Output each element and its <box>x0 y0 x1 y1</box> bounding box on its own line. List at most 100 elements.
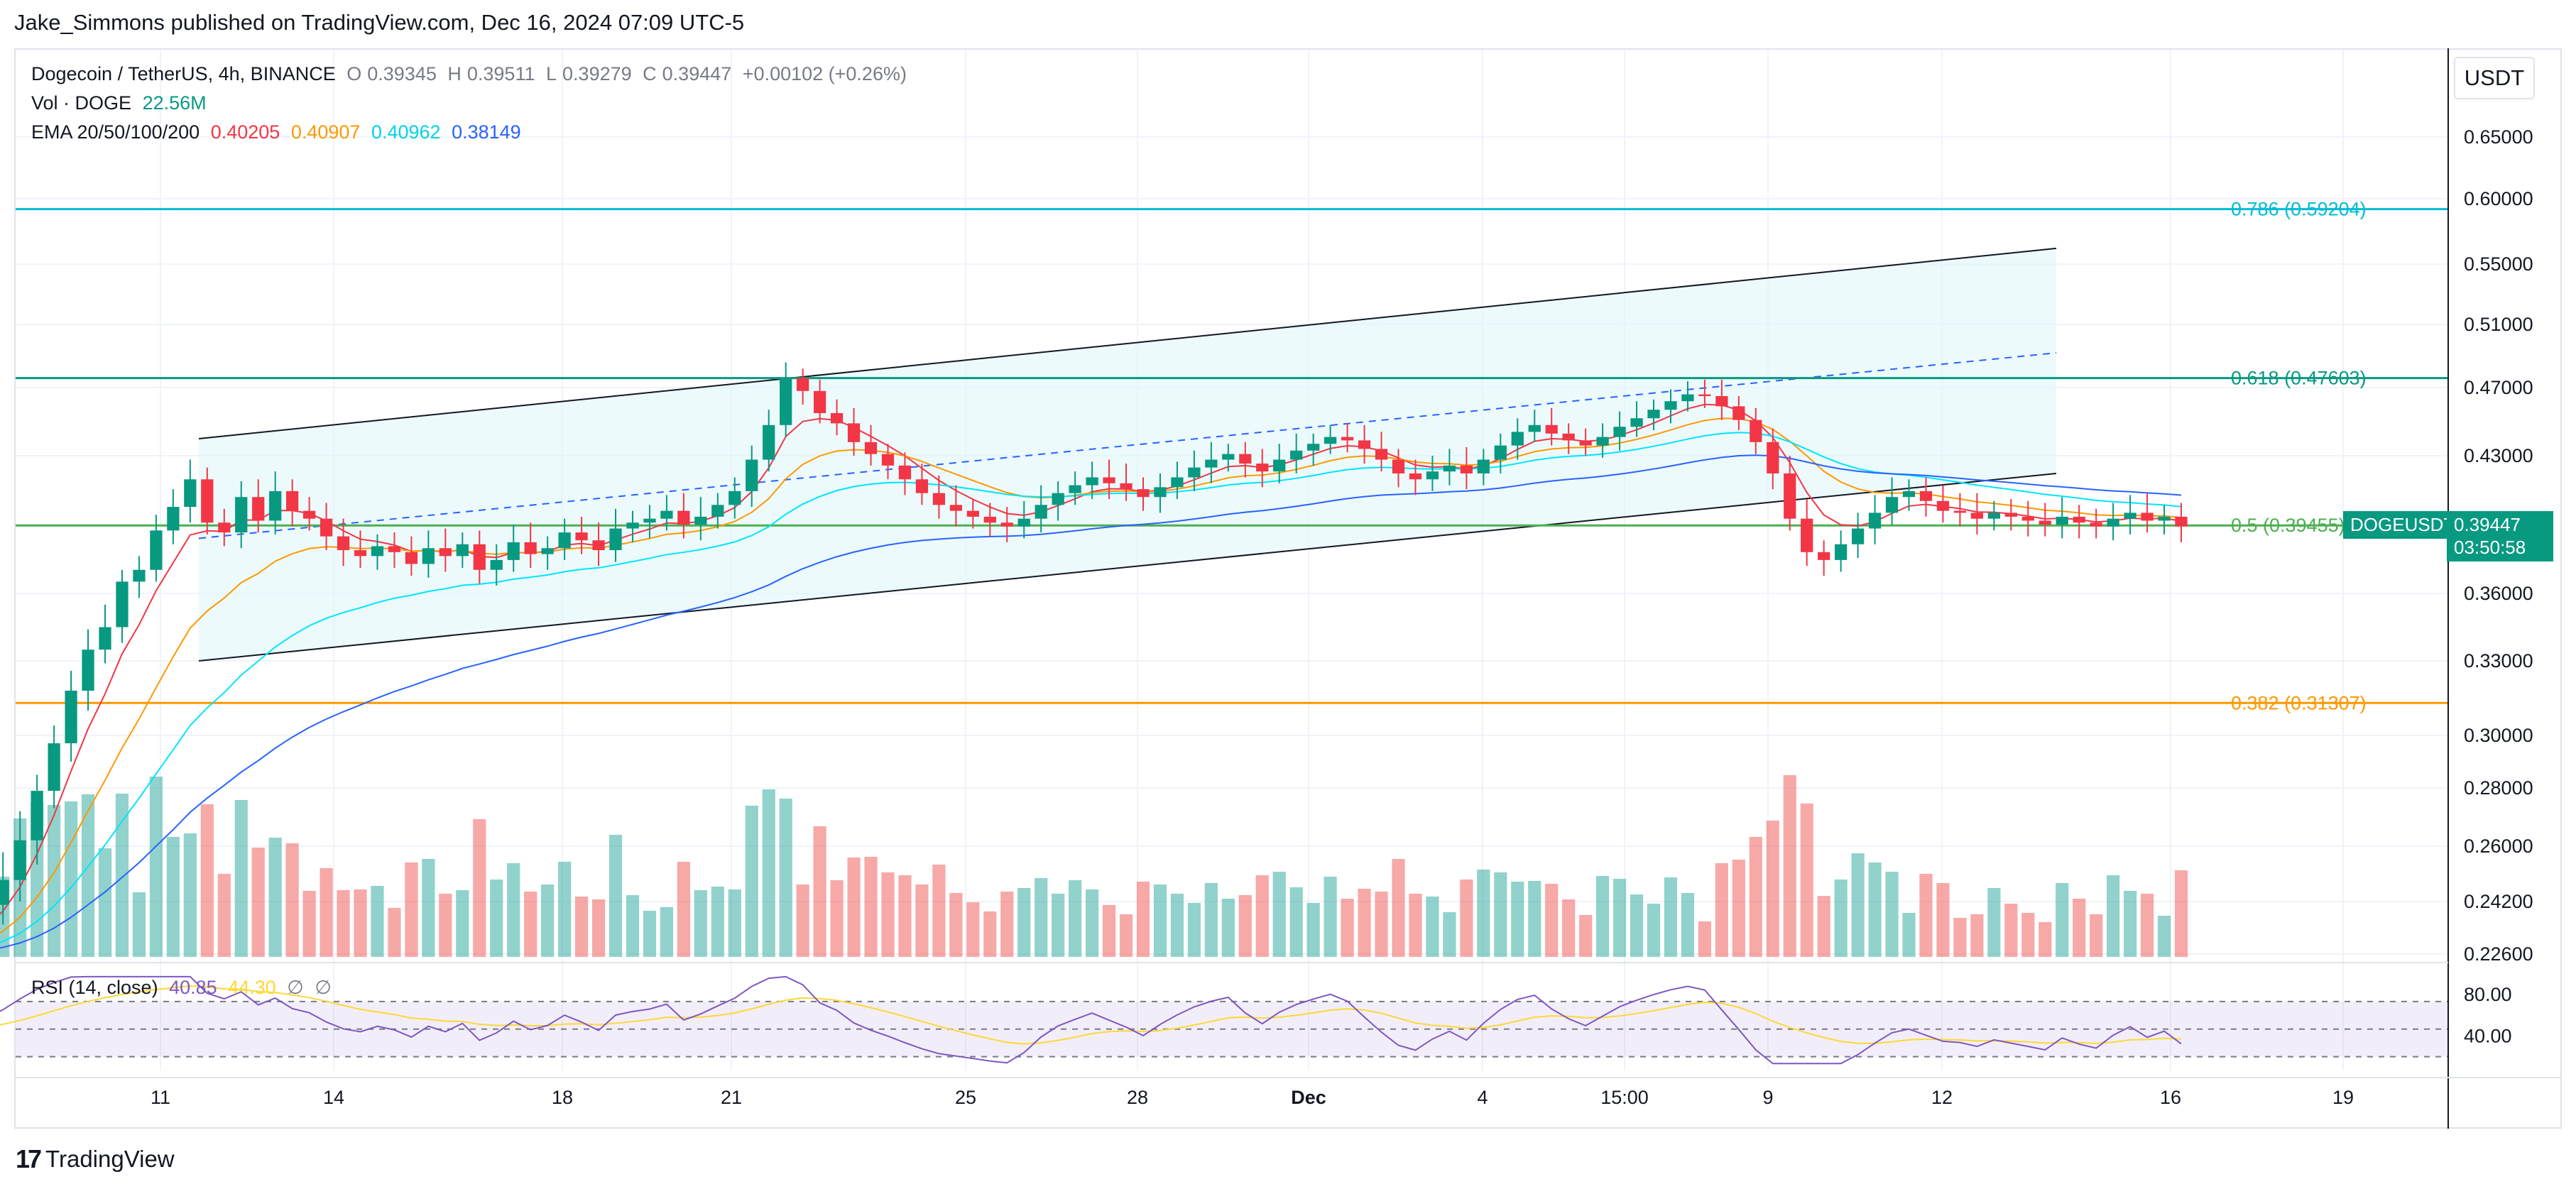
currency-button[interactable]: USDT <box>2454 57 2535 99</box>
price-tick-label: 0.51000 <box>2464 314 2533 335</box>
chart-frame <box>14 48 2562 1129</box>
rsi-tick-label: 40.00 <box>2464 1025 2512 1046</box>
volume-bar <box>2090 914 2103 957</box>
volume-bar <box>745 806 758 957</box>
symbol-price-tag: DOGEUSDT <box>2343 511 2462 539</box>
candle-body <box>1035 505 1047 519</box>
volume-bar <box>1494 872 1507 957</box>
candle-body <box>1358 440 1371 449</box>
ema-50-value: 0.40907 <box>290 121 361 143</box>
rsi-value: 40.85 <box>169 977 217 998</box>
candle-body <box>1784 473 1796 519</box>
price-tick-label: 0.36000 <box>2464 583 2533 604</box>
candle-body <box>2175 516 2188 527</box>
volume-bar <box>1170 894 1184 957</box>
candle-body <box>2124 513 2136 519</box>
volume-bar <box>1153 884 1167 957</box>
volume-bar <box>813 826 826 957</box>
candle-body <box>2056 516 2068 525</box>
candle-body <box>1664 401 1677 410</box>
price-tick-label: 0.43000 <box>2464 445 2533 466</box>
volume-bar <box>47 805 61 957</box>
candle-body <box>966 510 979 517</box>
volume-bar <box>574 897 589 957</box>
volume-bar <box>694 890 707 957</box>
candle-body <box>1103 477 1115 483</box>
volume-bar <box>524 892 537 957</box>
candle-body <box>1868 513 1882 529</box>
volume-bar <box>2021 913 2035 957</box>
candle-body <box>1460 465 1473 473</box>
time-tick-label: 12 <box>1931 1087 1953 1108</box>
candle-body <box>1341 437 1354 441</box>
candle-body <box>1528 424 1541 432</box>
volume-bar <box>115 794 129 957</box>
candle-body <box>0 880 9 905</box>
volume-bar <box>2039 922 2052 957</box>
volume-bar <box>1443 912 1456 957</box>
open-label: O <box>346 63 362 84</box>
candle-body <box>1511 432 1524 446</box>
volume-bar <box>728 889 741 957</box>
volume-bar <box>1528 881 1541 957</box>
volume-bar <box>626 895 640 957</box>
price-tick-label: 0.28000 <box>2464 777 2533 799</box>
candle-body <box>1562 433 1575 441</box>
volume-bar <box>473 819 486 957</box>
volume-bar <box>1238 895 1252 957</box>
candle-body <box>133 569 146 582</box>
candle-body <box>1324 437 1337 444</box>
volume-bar <box>1766 821 1779 957</box>
volume-bar <box>217 874 231 957</box>
candle-body <box>1936 500 1950 511</box>
volume-bar <box>1902 913 1916 957</box>
tradingview-wordmark: TradingView <box>45 1146 175 1172</box>
volume-bar <box>1749 837 1762 957</box>
volume-bar <box>1085 889 1099 957</box>
candle-body <box>150 530 163 570</box>
candle-body <box>643 518 656 523</box>
volume-bar <box>1187 903 1201 957</box>
volume-bar <box>881 872 895 957</box>
candle-body <box>813 390 826 413</box>
price-axis: 0.65000 0.60000 0.55000 0.51000 0.47000 0.430… <box>14 48 2562 1129</box>
volume-bar <box>1851 853 1865 957</box>
volume-bar <box>1970 914 1984 957</box>
volume-bar <box>1630 894 1644 957</box>
volume-bar <box>1119 914 1133 957</box>
candle-body <box>797 378 809 391</box>
volume-bar <box>1017 888 1031 957</box>
volume-bar <box>1035 878 1048 957</box>
time-tick-label: 21 <box>721 1087 742 1108</box>
candle-body <box>252 497 265 521</box>
candle-body <box>592 540 605 551</box>
close-value: 0.39447 <box>662 63 732 84</box>
price-tick-label: 0.22600 <box>2464 943 2533 965</box>
volume-bar <box>337 890 350 957</box>
volume-bar <box>864 857 878 957</box>
volume-bar <box>2174 870 2188 957</box>
candle-body <box>830 413 844 424</box>
volume-bar <box>1255 875 1269 957</box>
candle-body <box>507 542 520 560</box>
tradingview-logo[interactable]: 17 TradingView <box>16 1144 175 1174</box>
volume-bar <box>422 859 435 957</box>
candle-body <box>269 491 282 521</box>
candle-body <box>1443 465 1456 472</box>
candle-body <box>1052 493 1064 505</box>
volume-bar <box>608 835 623 957</box>
candle-body <box>541 548 554 554</box>
time-tick-label: Dec <box>1291 1087 1326 1108</box>
candle-body <box>609 528 622 551</box>
candle-body <box>1494 445 1507 460</box>
candle-body <box>780 378 792 425</box>
candle-body <box>2004 513 2017 517</box>
candle-body <box>1409 473 1422 480</box>
candle-body <box>1885 497 1899 513</box>
candle-body <box>1715 396 1728 407</box>
volume-bar <box>81 794 95 957</box>
candle-body <box>1732 406 1745 420</box>
candle-body <box>847 423 861 442</box>
volume-bar <box>1783 775 1796 957</box>
